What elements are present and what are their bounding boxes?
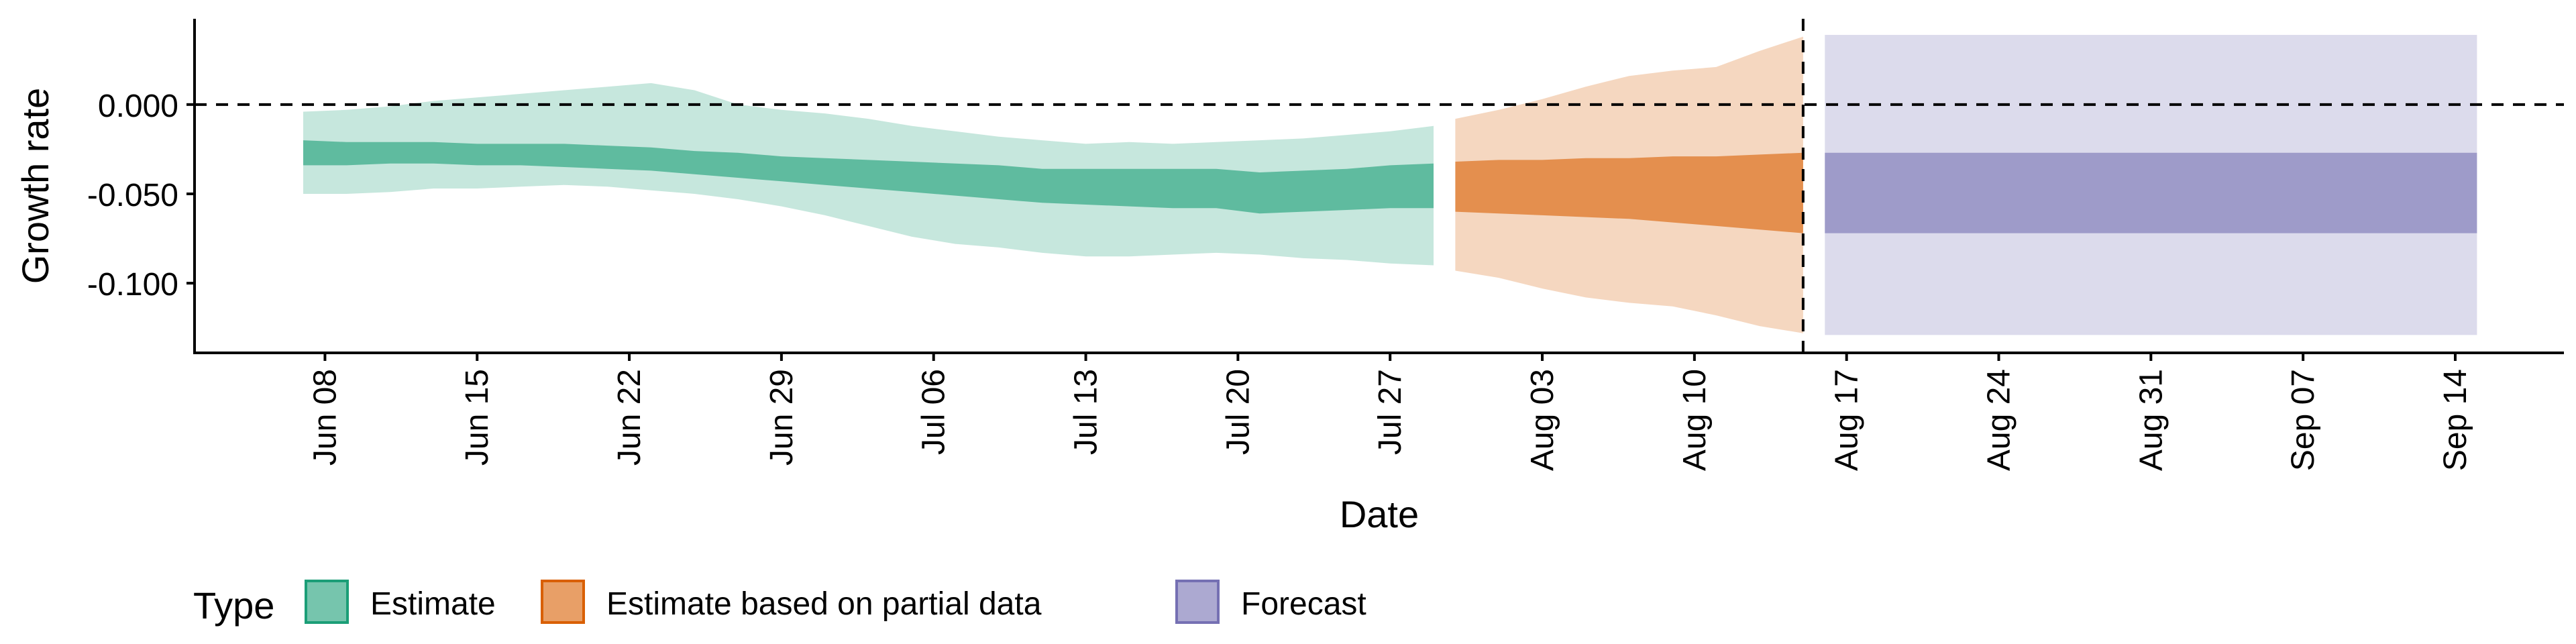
estimate-based-on-partial-data-50pct-band <box>1455 152 1803 233</box>
x-tick-label: Jul 06 <box>916 369 952 455</box>
x-tick-label: Aug 31 <box>2133 369 2169 471</box>
y-axis-ticks: 0.000 -0.050 -0.100 <box>87 89 195 303</box>
x-tick-label: Sep 07 <box>2286 369 2321 471</box>
legend-label-forecast: Forecast <box>1241 586 1366 622</box>
y-axis-title: Growth rate <box>14 88 56 284</box>
x-tick-label: Aug 03 <box>1525 369 1560 471</box>
x-tick-label: Sep 14 <box>2438 369 2473 471</box>
x-tick-label: Jun 15 <box>460 369 495 466</box>
legend-key-estimate-based-on-partial-data <box>541 580 585 624</box>
legend-label-estimate-based-on-partial-data: Estimate based on partial data <box>606 586 1042 622</box>
bands-layer <box>303 35 2477 335</box>
legend-key-forecast <box>1175 580 1220 624</box>
x-axis-ticks: Jun 08 Jun 15 Jun 22 Jun 29 Jul 06 Jul 13 Jul … <box>307 353 2473 471</box>
x-tick-label: Jul 27 <box>1373 369 1408 455</box>
legend: Type Estimate Estimate based on partial d… <box>193 580 1366 627</box>
legend-items: Estimate Estimate based on partial data Fo… <box>305 580 1366 624</box>
y-tick-label: -0.050 <box>87 178 178 213</box>
legend-title: Type <box>193 584 274 627</box>
y-tick-label: -0.100 <box>87 267 178 303</box>
x-tick-label: Jul 13 <box>1069 369 1104 455</box>
x-tick-label: Jun 22 <box>612 369 647 466</box>
x-tick-label: Jul 20 <box>1220 369 1256 455</box>
x-tick-label: Jun 29 <box>764 369 800 466</box>
x-axis-title: Date <box>1340 493 1419 535</box>
x-tick-label: Jun 08 <box>307 369 343 466</box>
x-tick-label: Aug 10 <box>1677 369 1713 471</box>
forecast-50pct-band <box>1825 152 2477 233</box>
legend-key-estimate <box>305 580 349 624</box>
y-tick-label: 0.000 <box>98 89 178 124</box>
legend-label-estimate: Estimate <box>370 586 496 622</box>
x-tick-label: Aug 24 <box>1982 369 2017 471</box>
x-tick-label: Aug 17 <box>1829 369 1865 471</box>
estimate-50pct-band <box>303 140 1434 214</box>
